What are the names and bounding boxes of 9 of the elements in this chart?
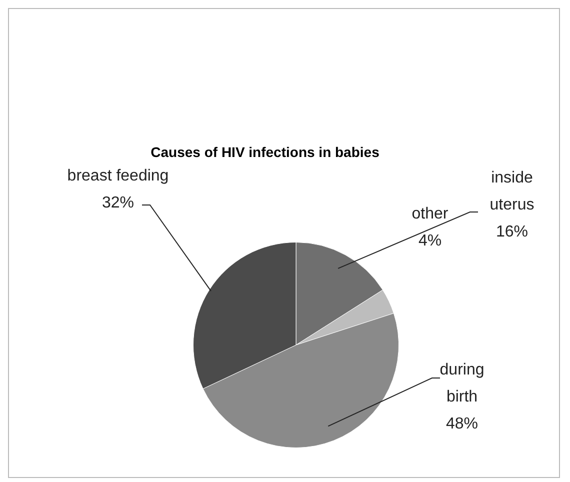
slice-label: inside uterus	[490, 169, 534, 214]
chart-title: Causes of HIV infections in babies	[150, 144, 380, 160]
data-label: 32%	[102, 194, 134, 212]
data-label: 48%	[446, 415, 478, 432]
slice-label: breast feeding	[67, 167, 169, 184]
data-label: 16%	[496, 223, 528, 240]
data-label: 4%	[418, 232, 442, 250]
slice-label: during birth	[440, 361, 484, 406]
slice-label: other	[412, 205, 449, 222]
